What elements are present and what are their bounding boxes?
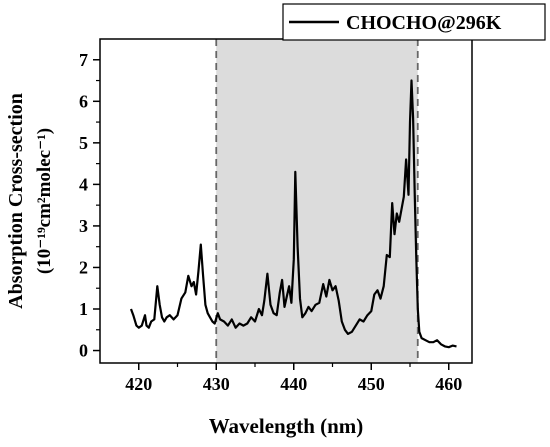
x-tick-label: 460 [435,374,462,394]
x-tick-label: 420 [125,374,152,394]
y-axis-label-line2: (10⁻¹⁹cm²molec⁻¹) [34,128,55,274]
highlight-region [216,39,418,363]
x-axis-label: Wavelength (nm) [209,414,364,438]
y-tick-label: 0 [79,341,88,361]
y-tick-label: 5 [79,133,88,153]
y-tick-label: 2 [79,257,88,277]
y-axis-label-line1: Absorption Cross-section [5,93,27,309]
y-tick-label: 7 [79,50,88,70]
series-line-chocho [129,79,457,349]
x-tick-label: 450 [358,374,385,394]
x-axis: 420 430 440 450 460 [125,363,462,394]
y-tick-label: 4 [79,174,88,194]
y-tick-label: 1 [79,299,88,319]
x-tick-label: 430 [203,374,230,394]
legend: CHOCHO@296K [282,3,546,41]
legend-label: CHOCHO@296K [346,12,502,34]
x-tick-label: 440 [280,374,307,394]
y-axis: 0 1 2 3 4 5 6 7 [79,50,100,361]
y-tick-label: 6 [79,91,88,111]
y-tick-label: 3 [79,216,88,236]
